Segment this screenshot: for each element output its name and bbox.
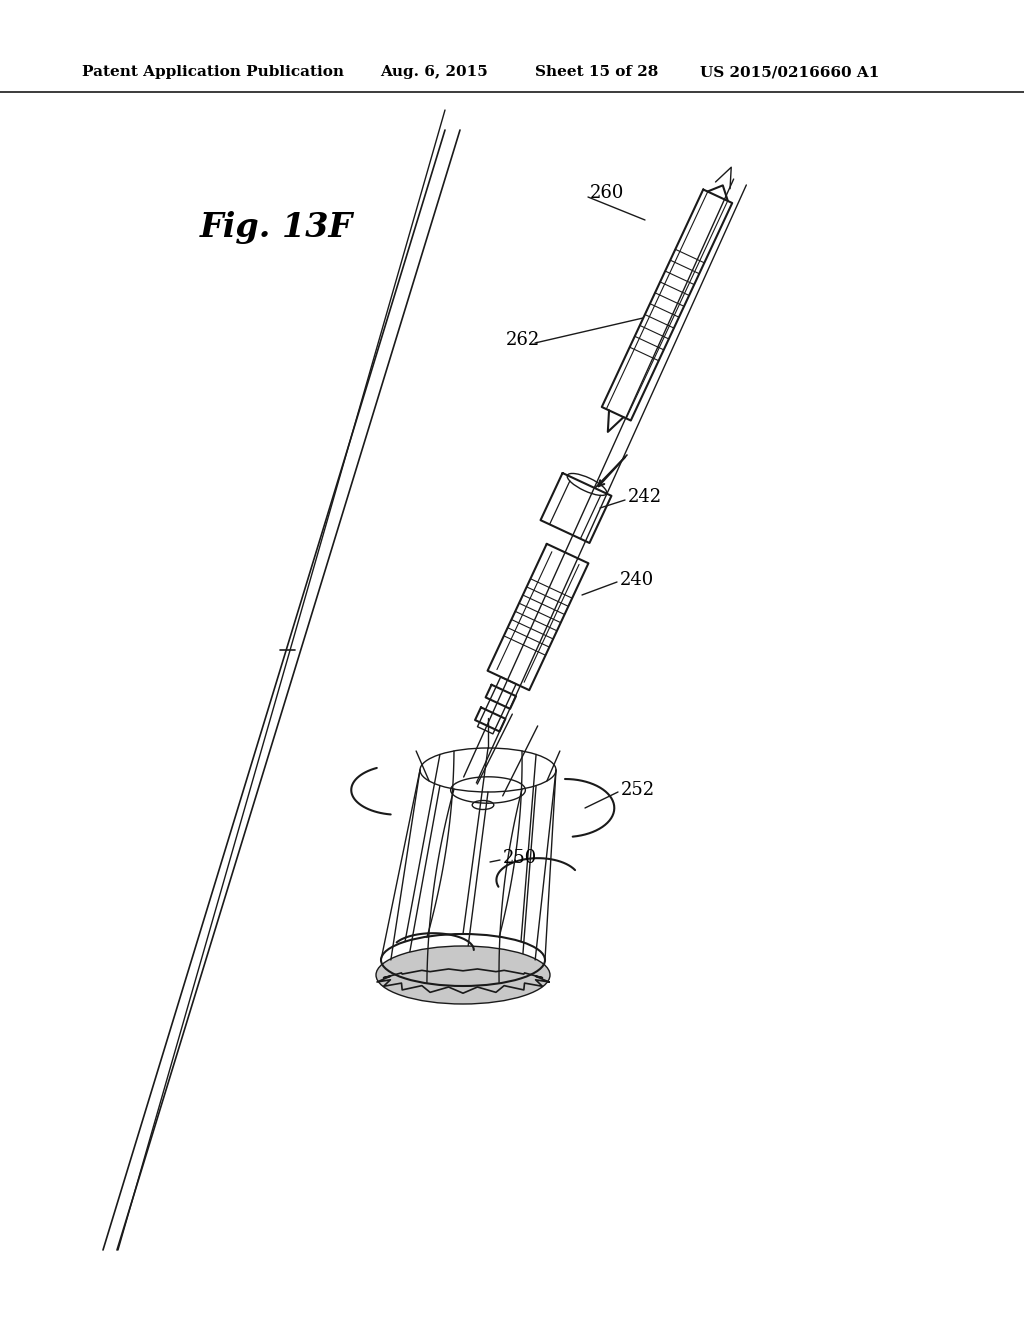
Text: US 2015/0216660 A1: US 2015/0216660 A1: [700, 65, 880, 79]
Text: Aug. 6, 2015: Aug. 6, 2015: [380, 65, 487, 79]
Text: Patent Application Publication: Patent Application Publication: [82, 65, 344, 79]
Text: 240: 240: [620, 572, 654, 589]
Text: 262: 262: [506, 331, 541, 348]
Text: 260: 260: [590, 183, 625, 202]
Text: Fig. 13F: Fig. 13F: [200, 211, 353, 244]
Text: 250: 250: [503, 849, 538, 867]
Ellipse shape: [376, 946, 550, 1005]
Text: 242: 242: [628, 488, 663, 506]
Text: 252: 252: [621, 781, 655, 799]
Text: Sheet 15 of 28: Sheet 15 of 28: [535, 65, 658, 79]
